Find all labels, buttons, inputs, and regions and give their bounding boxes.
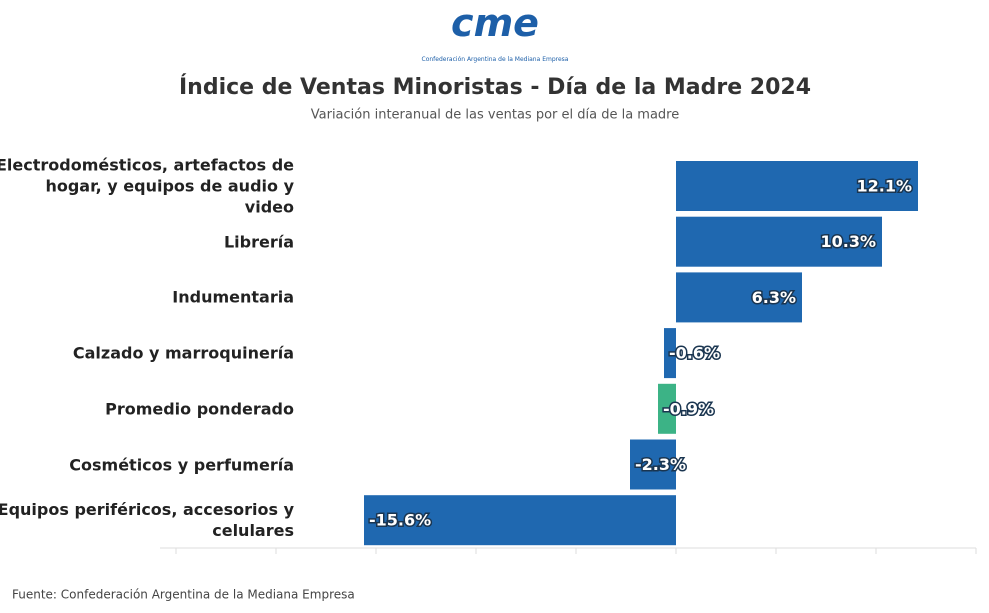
value-label: 6.3% <box>752 288 796 307</box>
bar <box>676 216 882 267</box>
bar <box>658 383 676 434</box>
chart-title: Índice de Ventas Minoristas - Día de la … <box>179 74 811 100</box>
category-label: Equipos periféricos, accesorios y celula… <box>0 500 294 541</box>
value-label: -0.6% <box>669 344 720 363</box>
logo: cme <box>451 1 539 45</box>
category-label: Promedio ponderado <box>105 399 294 419</box>
value-label: -15.6% <box>369 511 431 530</box>
chart-subtitle: Variación interanual de las ventas por e… <box>311 108 680 123</box>
logo-caption: Confederación Argentina de la Mediana Em… <box>422 56 569 63</box>
bar <box>630 439 676 490</box>
category-label: Electrodomésticos, artefactos de hogar, … <box>0 155 294 217</box>
source: Fuente: Confederación Argentina de la Me… <box>12 588 355 602</box>
bar <box>364 495 676 546</box>
value-label: -2.3% <box>635 455 686 474</box>
bar <box>676 272 802 323</box>
value-label: -0.9% <box>663 399 714 418</box>
bar <box>664 328 676 379</box>
value-label: 12.1% <box>856 177 912 196</box>
bar <box>676 161 918 211</box>
category-label: Indumentaria <box>172 287 294 307</box>
category-label: Librería <box>223 232 294 252</box>
category-label: Calzado y marroquinería <box>72 343 294 363</box>
value-label: 10.3% <box>820 232 876 251</box>
category-label: Cosméticos y perfumería <box>69 455 294 474</box>
